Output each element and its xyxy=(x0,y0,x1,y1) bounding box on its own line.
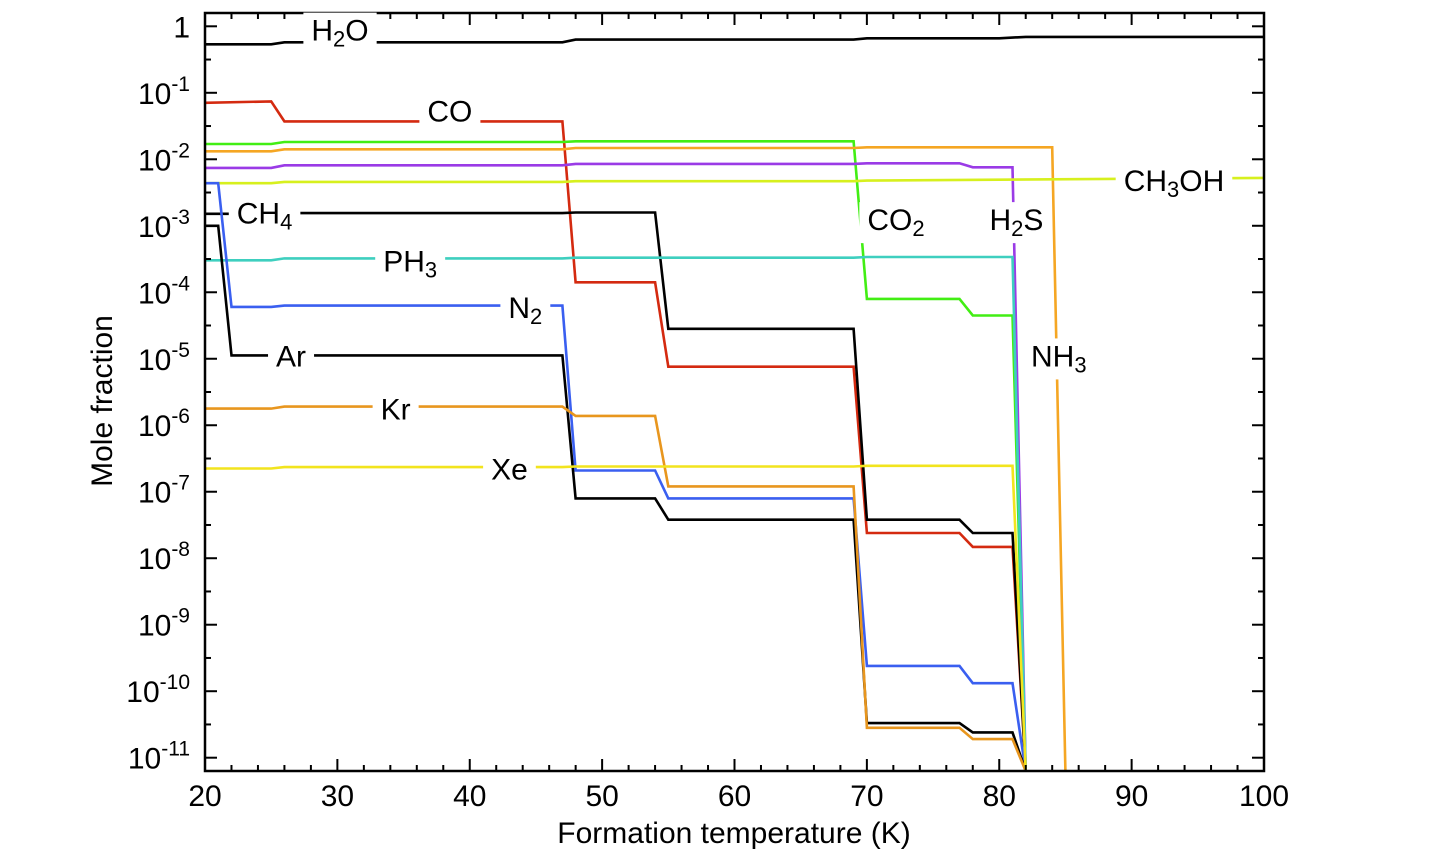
series-line-nh3 xyxy=(205,146,1067,771)
y-tick-label: 10-6 xyxy=(138,405,190,443)
y-tick-label: 10-1 xyxy=(138,73,190,111)
x-tick-label: 40 xyxy=(453,780,486,813)
series-label-h2o: H2O xyxy=(303,12,377,54)
x-tick-label: 100 xyxy=(1239,780,1289,813)
series-line-kr xyxy=(205,405,1027,771)
series-label-bg xyxy=(228,195,301,237)
series-label-ch4: CH4 xyxy=(228,195,301,237)
series-label-ch3oh: CH3OH xyxy=(1115,162,1233,204)
series-label-bg xyxy=(1115,162,1233,204)
series-label-co2: CO2 xyxy=(859,202,933,244)
y-tick-label: 10-4 xyxy=(138,272,190,310)
svg-text:CH3OH: CH3OH xyxy=(1124,165,1225,202)
x-axis-title: Formation temperature (K) xyxy=(557,817,910,850)
series-label-bg xyxy=(859,202,933,244)
series-label-h2s: H2S xyxy=(981,202,1052,244)
series-line-n2 xyxy=(205,181,1027,771)
svg-text:CO: CO xyxy=(427,96,472,129)
y-tick-label: 10-7 xyxy=(138,472,190,510)
x-tick-label: 30 xyxy=(321,780,354,813)
series-label-bg xyxy=(268,338,315,376)
x-tick-label: 60 xyxy=(718,780,751,813)
series-label-bg xyxy=(372,391,419,429)
y-tick-label: 10-9 xyxy=(138,605,190,643)
series-line-xe xyxy=(205,464,1027,771)
svg-text:N2: N2 xyxy=(508,292,542,329)
series-label-nh3: NH3 xyxy=(1023,338,1095,380)
plot-frame xyxy=(203,11,1266,773)
svg-text:H2S: H2S xyxy=(989,204,1043,241)
series-label-bg xyxy=(981,202,1052,244)
series-line-ch3oh xyxy=(205,176,1264,185)
x-tick-label: 80 xyxy=(983,780,1016,813)
series-label-n2: N2 xyxy=(500,289,551,331)
series-line-ph3 xyxy=(205,255,1027,771)
y-tick-label: 10-2 xyxy=(138,139,190,177)
svg-text:Kr: Kr xyxy=(381,394,411,427)
series-label-co: CO xyxy=(419,93,481,131)
svg-text:Ar: Ar xyxy=(276,340,306,373)
x-tick-label: 70 xyxy=(850,780,883,813)
series-line-ar xyxy=(205,224,1027,771)
y-axis-title: Mole fraction xyxy=(86,315,119,487)
y-tick-label: 10-10 xyxy=(126,671,190,709)
series-label-bg xyxy=(500,289,551,331)
x-tick-label: 20 xyxy=(188,780,221,813)
series-line-co xyxy=(205,100,1027,771)
series-line-ch4 xyxy=(205,211,1027,771)
series-layer xyxy=(205,35,1264,771)
svg-text:CH4: CH4 xyxy=(237,197,293,234)
series-line-h2s xyxy=(205,162,1027,771)
series-label-ph3: PH3 xyxy=(375,243,446,285)
x-tick-label: 90 xyxy=(1115,780,1148,813)
y-tick-label: 10-11 xyxy=(128,738,190,776)
y-tick-label: 10-3 xyxy=(138,206,190,244)
series-label-bg xyxy=(375,243,446,285)
series-label-kr: Kr xyxy=(372,391,419,429)
series-label-xe: Xe xyxy=(483,451,536,489)
series-labels-layer: H2O CO CO2 NH3 H2S CH3OH CH4 PH3 N2 Ar Kr Xe xyxy=(228,12,1233,489)
series-line-co2 xyxy=(205,140,1027,771)
series-label-bg xyxy=(303,12,377,54)
svg-text:H2O: H2O xyxy=(311,15,368,52)
axes-layer: 20 30 40 50 60 70 80 90 100 1 10-1 10-2 10-3 10-4 10-5… xyxy=(126,11,1289,813)
x-tick-label: 50 xyxy=(585,780,618,813)
series-label-ar: Ar xyxy=(268,338,315,376)
series-line-h2o xyxy=(205,35,1264,46)
svg-text:CO2: CO2 xyxy=(867,204,924,241)
y-tick-label: 1 xyxy=(173,11,190,44)
svg-text:Xe: Xe xyxy=(491,453,528,486)
svg-text:PH3: PH3 xyxy=(383,245,437,282)
y-tick-label: 10-5 xyxy=(138,339,190,377)
series-label-bg xyxy=(419,93,481,131)
series-label-bg xyxy=(483,451,536,489)
svg-text:NH3: NH3 xyxy=(1031,340,1087,377)
series-label-bg xyxy=(1023,338,1095,380)
y-tick-label: 10-8 xyxy=(138,538,190,576)
